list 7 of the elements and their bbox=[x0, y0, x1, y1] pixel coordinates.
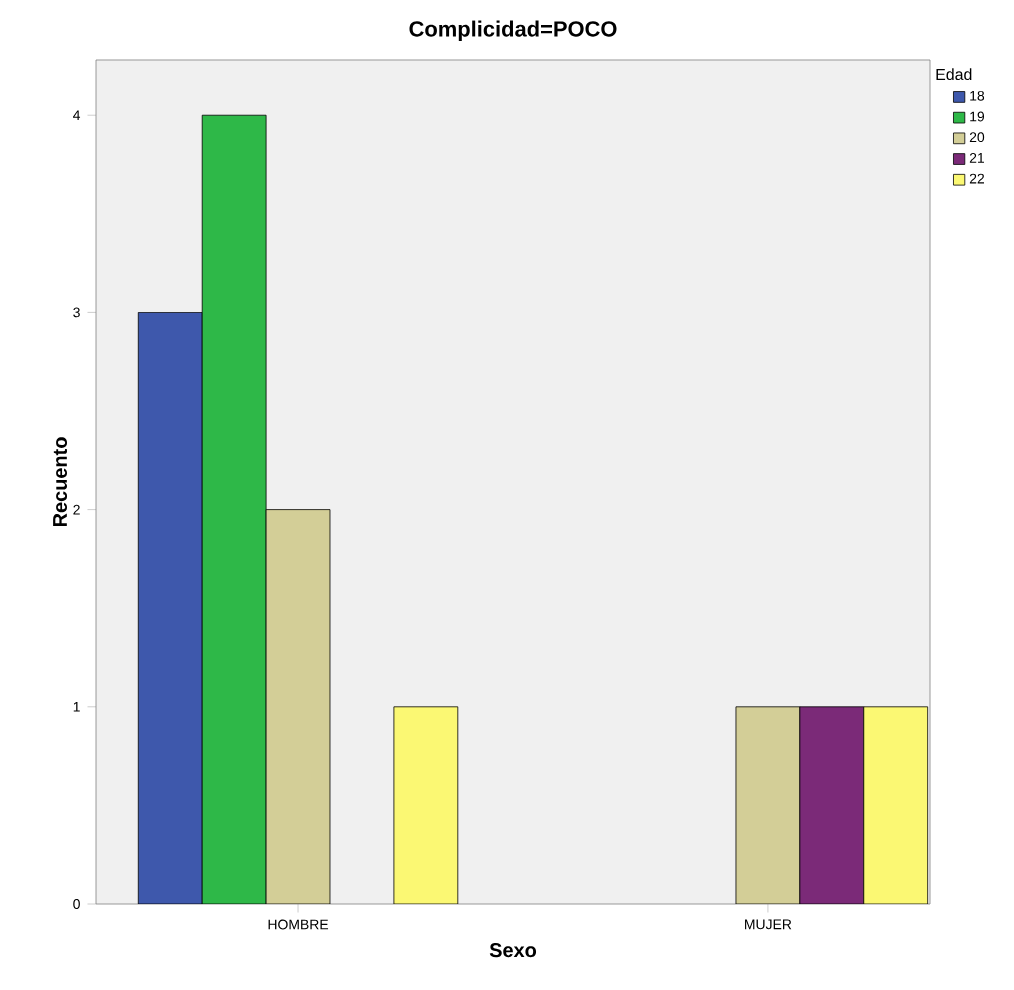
bar bbox=[393, 706, 459, 904]
bar bbox=[735, 706, 801, 904]
x-axis-title: Sexo bbox=[489, 943, 537, 958]
bar bbox=[265, 509, 331, 904]
chart-title: Complicidad=POCO bbox=[409, 20, 617, 41]
y-axis-title: Recuento bbox=[53, 437, 68, 527]
bar bbox=[863, 706, 929, 904]
